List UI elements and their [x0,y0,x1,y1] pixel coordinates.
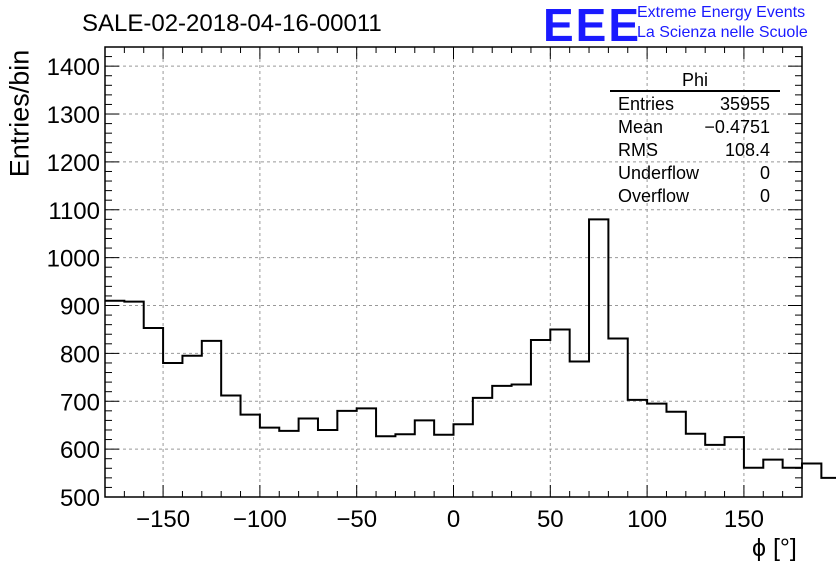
stats-label: Mean [618,117,664,137]
x-axis-label: ϕ [°] [752,534,797,562]
y-tick-label: 600 [60,437,100,464]
x-tick-label: −50 [336,506,377,533]
stats-label: Entries [618,94,675,114]
stats-row-entries: Entries 35955 [610,94,780,117]
y-tick-label: 1100 [48,198,100,225]
axis-ticks [104,46,803,498]
stats-label: Overflow [618,186,690,206]
axis-tick-labels: −150 −100 −50 0 50 100 150 500 600 700 800 900 1000 1… [47,54,764,533]
y-tick-label: 900 [60,294,100,321]
eee-logo-text-line2: La Scienza nelle Scuole [637,24,808,41]
stats-label: Underflow [618,163,700,183]
stats-value: 0 [759,163,770,183]
x-tick-label: −150 [136,506,190,533]
x-tick-label: 0 [447,506,460,533]
stats-value: 108.4 [724,140,770,160]
stats-title: Phi [681,70,708,90]
y-tick-label: 700 [60,389,100,416]
stats-row-mean: Mean −0.4751 [610,117,780,140]
eee-logo-icon: EEE [543,0,642,51]
y-tick-label: 1200 [47,150,100,177]
x-tick-label: 100 [627,506,667,533]
y-tick-label: 1000 [47,246,100,273]
stats-value: 0 [759,186,770,206]
statistics-box: Phi Entries 35955 Mean −0.4751 RMS 108.4… [610,70,780,209]
y-axis-label: Entries/bin [4,49,35,178]
x-tick-label: −100 [233,506,287,533]
stats-divider [610,90,780,92]
stats-row-overflow: Overflow 0 [610,186,780,209]
y-tick-label: 1300 [47,102,100,129]
stats-value: −0.4751 [704,117,770,137]
stats-row-underflow: Underflow 0 [610,163,780,186]
y-tick-label: 800 [60,341,100,368]
histogram-title: SALE-02-2018-04-16-00011 [82,10,382,37]
eee-logo-text-line1: Extreme Energy Events [637,4,806,21]
y-tick-label: 500 [60,485,100,512]
x-tick-label: 50 [537,506,564,533]
histogram-series-line [105,218,836,479]
stats-row-rms: RMS 108.4 [610,140,780,163]
y-tick-label: 1400 [47,54,100,81]
x-tick-label: 150 [724,506,764,533]
stats-value: 35955 [719,94,770,114]
stats-label: RMS [618,140,658,160]
